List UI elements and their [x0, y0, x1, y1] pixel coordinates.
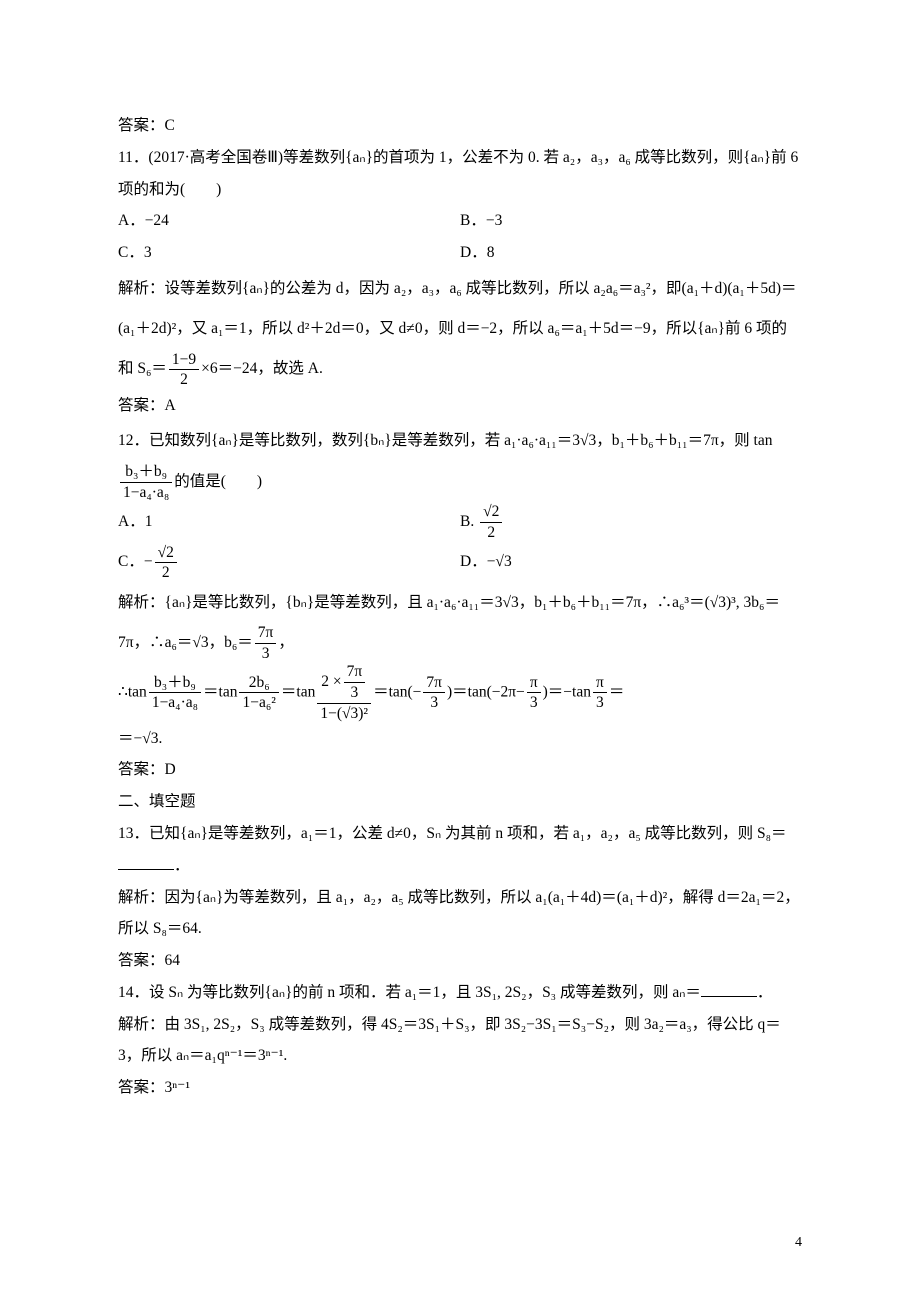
- q12-b-num: √2: [480, 503, 502, 523]
- q14-stem-text: 14．设 Sₙ 为等比数列{aₙ}的前 n 项和．若 a₁＝1，且 3S₁, 2…: [118, 984, 701, 1001]
- q12-choice-d: D．−√3: [460, 542, 802, 582]
- q11-sol-frac-num: 1−9: [169, 351, 199, 371]
- q12-choice-b: B. √22: [460, 502, 802, 542]
- q12-chain-f3-num: 2 ×7π3: [317, 663, 371, 704]
- q12-chain-f5-num: π: [527, 674, 541, 694]
- q12-sol-frac1-num: 7π: [255, 624, 277, 644]
- q12-chain-tan1: ＝tan(−: [373, 684, 421, 701]
- q12-chain-f4-num: 7π: [423, 674, 445, 694]
- q12-choice-c: C．−√22: [118, 542, 460, 582]
- q12-sol1: 解析：{aₙ}是等比数列，{bₙ}是等差数列，且 a₁·a₆·a₁₁＝3√3，b…: [118, 594, 780, 651]
- q11-choice-a: A．−24: [118, 205, 460, 237]
- q11-stem: 11．(2017·高考全国卷Ⅲ)等差数列{aₙ}的首项为 1，公差不为 0. 若…: [118, 142, 802, 206]
- q12-chain-f3-num-pre: 2 ×: [321, 673, 341, 690]
- q12-b-pre: B.: [460, 513, 478, 530]
- q12-chain-f3: 2 ×7π31−(√3)²: [317, 663, 371, 722]
- q12-chain-tan3: )＝−tan: [543, 684, 591, 701]
- q12-answer: 答案：D: [118, 754, 802, 786]
- q13-answer: 答案：64: [118, 945, 802, 977]
- q12-stem-text1: 12．已知数列{aₙ}是等比数列，数列{bₙ}是等差数列，若 a₁·a₆·a₁₁…: [118, 432, 772, 449]
- q13-stem: 13．已知{aₙ}是等差数列，a₁＝1，公差 d≠0，Sₙ 为其前 n 项和，若…: [118, 818, 802, 882]
- q12-chain-f4: 7π3: [423, 674, 445, 713]
- q12-chain-f2: 2b₆1−a₆²: [239, 674, 278, 713]
- q12-solution-chain: ∴tanb₃＋b₉1−a₄·a₈＝tan2b₆1−a₆²＝tan2 ×7π31−…: [118, 663, 802, 722]
- q12-chain-f5-den: 3: [527, 693, 541, 712]
- q11-answer: 答案：A: [118, 390, 802, 422]
- q14-solution: 解析：由 3S₁, 2S₂，S₃ 成等差数列，得 4S₂＝3S₁＋S₃，即 3S…: [118, 1009, 802, 1073]
- q12-chain-f6-den: 3: [593, 693, 607, 712]
- q12-chain-f2-den: 1−a₆²: [239, 693, 278, 712]
- ans-c: 答案：C: [118, 110, 802, 142]
- q12-c-num: √2: [155, 544, 177, 564]
- q12-b-frac: √22: [480, 503, 502, 542]
- q12-chain-tan2: )＝tan(−2π−: [447, 684, 525, 701]
- q12-sol-frac1-den: 3: [255, 644, 277, 663]
- q12-chain-f6: π3: [593, 674, 607, 713]
- q12-chain-f4-den: 3: [423, 693, 445, 712]
- q13-solution: 解析：因为{aₙ}为等差数列，且 a₁，a₂，a₅ 成等比数列，所以 a₁(a₁…: [118, 882, 802, 946]
- q12-chain-f3-inner: 7π3: [344, 663, 366, 702]
- page-number: 4: [795, 1229, 802, 1258]
- q12-stem: 12．已知数列{aₙ}是等比数列，数列{bₙ}是等差数列，若 a₁·a₆·a₁₁…: [118, 421, 802, 502]
- q12-stem-frac: b₃＋b₉1−a₄·a₈: [120, 463, 172, 502]
- q11-choice-b: B．−3: [460, 205, 802, 237]
- q12-chain-f1-num: b₃＋b₉: [149, 674, 201, 694]
- q12-c-pre: C．−: [118, 553, 153, 570]
- q11-choices-row1: A．−24 B．−3: [118, 205, 802, 237]
- q12-chain-f3-den: 1−(√3)²: [317, 704, 371, 723]
- q12-c-frac: √22: [155, 544, 177, 583]
- q12-chain-f1-den: 1−a₄·a₈: [149, 693, 201, 712]
- q11-sol-text2: ×6＝−24，故选 A.: [201, 360, 323, 377]
- q11-sol-frac: 1−92: [169, 351, 199, 390]
- q12-stem-frac-den: 1−a₄·a₈: [120, 483, 172, 502]
- q12-eq2: ＝tan: [281, 684, 315, 701]
- q14-answer: 答案：3ⁿ⁻¹: [118, 1072, 802, 1104]
- q12-choices-row2: C．−√22 D．−√3: [118, 542, 802, 582]
- q14-stem: 14．设 Sₙ 为等比数列{aₙ}的前 n 项和．若 a₁＝1，且 3S₁, 2…: [118, 977, 802, 1009]
- q11-sol-frac-den: 2: [169, 370, 199, 389]
- q12-choices-row1: A．1 B. √22: [118, 502, 802, 542]
- q11-solution: 解析：设等差数列{aₙ}的公差为 d，因为 a₂，a₃，a₆ 成等比数列，所以 …: [118, 269, 802, 390]
- q12-chain-f6-num: π: [593, 674, 607, 694]
- q12-chain-tail: ＝−√3.: [118, 723, 802, 755]
- q13-blank: [118, 855, 174, 870]
- q13-stem-tail: ．: [174, 857, 190, 874]
- q12-choice-a: A．1: [118, 502, 460, 542]
- q12-c-den: 2: [155, 563, 177, 582]
- q11-choices-row2: C．3 D．8: [118, 237, 802, 269]
- q12-stem-text2: 的值是( ): [174, 473, 262, 490]
- q12-eq-tail: ＝: [609, 684, 625, 701]
- q14-stem-tail: ．: [757, 984, 773, 1001]
- page: 答案：C 11．(2017·高考全国卷Ⅲ)等差数列{aₙ}的首项为 1，公差不为…: [0, 0, 920, 1302]
- q12-b-den: 2: [480, 523, 502, 542]
- q14-blank: [701, 982, 757, 997]
- q12-sol-frac1: 7π3: [255, 624, 277, 663]
- q12-chain-f2-num: 2b₆: [239, 674, 278, 694]
- q12-chain-f5: π3: [527, 674, 541, 713]
- q12-solution-line1: 解析：{aₙ}是等比数列，{bₙ}是等差数列，且 a₁·a₆·a₁₁＝3√3，b…: [118, 583, 802, 664]
- q11-choice-d: D．8: [460, 237, 802, 269]
- q12-sol1-tail: ，: [278, 634, 294, 651]
- q13-stem-text: 13．已知{aₙ}是等差数列，a₁＝1，公差 d≠0，Sₙ 为其前 n 项和，若…: [118, 825, 787, 842]
- q12-chain-pre: ∴tan: [118, 684, 147, 701]
- section2-heading: 二、填空题: [118, 786, 802, 818]
- q12-chain-f1: b₃＋b₉1−a₄·a₈: [149, 674, 201, 713]
- q12-chain-f3-inner-num: 7π: [344, 663, 366, 683]
- q12-eq1: ＝tan: [203, 684, 237, 701]
- q11-choice-c: C．3: [118, 237, 460, 269]
- q12-chain-f3-inner-den: 3: [344, 683, 366, 702]
- q12-stem-frac-num: b₃＋b₉: [120, 463, 172, 483]
